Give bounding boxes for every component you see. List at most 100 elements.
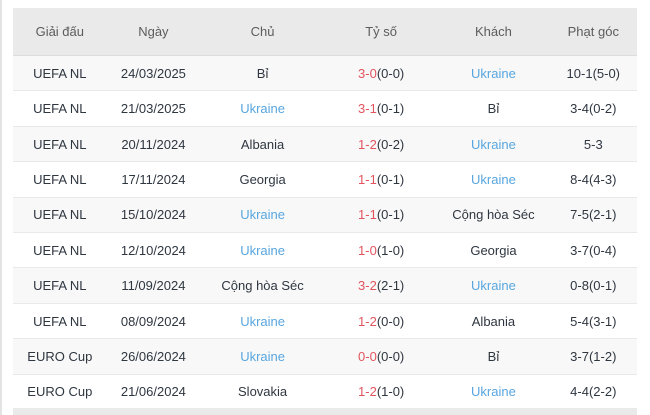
date-cell: 21/06/2024 bbox=[120, 384, 186, 400]
fulltime-score: 1-2 bbox=[358, 384, 377, 400]
league-cell: UEFA NL bbox=[33, 278, 87, 294]
corner-cell: 4-4(2-2) bbox=[570, 384, 617, 400]
corner-cell: 10-1(5-0) bbox=[566, 65, 621, 81]
score-cell: 1-0(1-0) bbox=[325, 243, 437, 258]
corner-cell: 3-7(1-2) bbox=[570, 348, 617, 364]
date-cell: 11/09/2024 bbox=[121, 278, 186, 294]
score-cell: 0-0(0-0) bbox=[325, 349, 437, 364]
away-team-cell[interactable]: Bỉ bbox=[487, 348, 500, 364]
home-team-cell[interactable]: Albania bbox=[240, 136, 285, 152]
fulltime-score: 3-2 bbox=[358, 278, 377, 294]
date-cell: 21/03/2025 bbox=[120, 101, 186, 117]
score-cell: 1-2(0-0) bbox=[325, 314, 437, 329]
page-left-edge bbox=[0, 0, 2, 415]
league-cell: EURO Cup bbox=[27, 348, 93, 364]
away-team-cell[interactable]: Albania bbox=[471, 313, 516, 329]
date-cell: 26/06/2024 bbox=[120, 348, 186, 364]
away-team-cell[interactable]: Ukraine bbox=[471, 136, 516, 152]
table-row: EURO Cup 26/06/2024 Ukraine 0-0(0-0) Bỉ … bbox=[13, 338, 637, 374]
table-header-row: Giải đấu Ngày Chủ Tỷ số Khách Phạt góc bbox=[13, 8, 637, 56]
league-cell: UEFA NL bbox=[33, 101, 87, 117]
corner-cell: 0-8(0-1) bbox=[570, 278, 617, 294]
score-cell: 1-1(0-1) bbox=[325, 207, 437, 222]
fulltime-score: 1-1 bbox=[358, 207, 377, 223]
corner-cell: 3-7(0-4) bbox=[570, 242, 617, 258]
score-cell: 3-0(0-0) bbox=[325, 66, 437, 81]
league-cell: UEFA NL bbox=[33, 136, 87, 152]
header-date: Ngày bbox=[138, 24, 169, 39]
date-cell: 08/09/2024 bbox=[120, 313, 186, 329]
score-cell: 1-2(1-0) bbox=[325, 384, 437, 399]
table-row: EURO Cup 21/06/2024 Slovakia 1-2(1-0) Uk… bbox=[13, 373, 637, 410]
table-row: UEFA NL 11/09/2024 Cộng hòa Séc 3-2(2-1)… bbox=[13, 267, 637, 303]
corner-cell: 3-4(0-2) bbox=[570, 101, 617, 117]
halftime-score: (0-2) bbox=[376, 136, 405, 152]
score-cell: 1-2(0-2) bbox=[325, 137, 437, 152]
halftime-score: (1-0) bbox=[376, 242, 405, 258]
halftime-score: (0-1) bbox=[376, 101, 405, 117]
header-score: Tỷ số bbox=[365, 24, 398, 39]
home-team-cell[interactable]: Georgia bbox=[239, 171, 286, 187]
home-team-cell[interactable]: Slovakia bbox=[238, 384, 288, 400]
date-cell: 15/10/2024 bbox=[120, 207, 186, 223]
away-team-cell[interactable]: Ukraine bbox=[471, 384, 516, 400]
league-cell: UEFA NL bbox=[33, 207, 87, 223]
header-away: Khách bbox=[475, 24, 512, 39]
corner-cell: 7-5(2-1) bbox=[570, 207, 617, 223]
date-cell: 20/11/2024 bbox=[121, 136, 186, 152]
away-team-cell[interactable]: Cộng hòa Séc bbox=[452, 207, 535, 223]
home-team-cell[interactable]: Cộng hòa Séc bbox=[221, 278, 304, 294]
table-row: UEFA NL 24/03/2025 Bỉ 3-0(0-0) Ukraine 1… bbox=[13, 56, 637, 91]
away-team-cell[interactable]: Bỉ bbox=[487, 101, 500, 117]
fulltime-score: 3-0 bbox=[358, 65, 377, 81]
date-cell: 12/10/2024 bbox=[120, 242, 186, 258]
league-cell: UEFA NL bbox=[33, 242, 87, 258]
score-cell: 1-1(0-1) bbox=[325, 172, 437, 187]
fulltime-score: 1-2 bbox=[358, 136, 377, 152]
league-cell: EURO Cup bbox=[27, 384, 93, 400]
home-team-cell[interactable]: Ukraine bbox=[240, 101, 285, 117]
date-cell: 24/03/2025 bbox=[120, 65, 186, 81]
table-row: UEFA NL 12/10/2024 Ukraine 1-0(1-0) Geor… bbox=[13, 232, 637, 268]
league-cell: UEFA NL bbox=[33, 313, 87, 329]
halftime-score: (0-0) bbox=[376, 348, 405, 364]
away-team-cell[interactable]: Ukraine bbox=[471, 278, 516, 294]
score-cell: 3-2(2-1) bbox=[325, 278, 437, 293]
header-home: Chủ bbox=[250, 24, 275, 39]
corner-cell: 8-4(4-3) bbox=[570, 171, 617, 187]
halftime-score: (0-1) bbox=[376, 171, 405, 187]
away-team-cell[interactable]: Georgia bbox=[470, 242, 517, 258]
home-team-cell[interactable]: Bỉ bbox=[256, 65, 269, 81]
league-cell: UEFA NL bbox=[33, 65, 87, 81]
table-row: UEFA NL 08/09/2024 Ukraine 1-2(0-0) Alba… bbox=[13, 302, 637, 339]
halftime-score: (2-1) bbox=[376, 278, 405, 294]
date-cell: 17/11/2024 bbox=[121, 171, 186, 187]
corner-cell: 5-3 bbox=[583, 136, 603, 152]
halftime-score: (1-0) bbox=[376, 384, 405, 400]
league-cell: UEFA NL bbox=[33, 171, 87, 187]
corner-cell: 5-4(3-1) bbox=[570, 313, 617, 329]
h2h-results-table: Giải đấu Ngày Chủ Tỷ số Khách Phạt góc U… bbox=[13, 8, 637, 410]
away-team-cell[interactable]: Ukraine bbox=[471, 65, 516, 81]
home-team-cell[interactable]: Ukraine bbox=[240, 207, 285, 223]
fulltime-score: 3-1 bbox=[358, 101, 377, 117]
away-team-cell[interactable]: Ukraine bbox=[471, 171, 516, 187]
fulltime-score: 0-0 bbox=[358, 348, 377, 364]
fulltime-score: 1-2 bbox=[358, 313, 377, 329]
fulltime-score: 1-1 bbox=[358, 171, 377, 187]
table-row: UEFA NL 21/03/2025 Ukraine 3-1(0-1) Bỉ 3… bbox=[13, 90, 637, 126]
header-corners: Phạt góc bbox=[567, 24, 619, 39]
halftime-score: (0-1) bbox=[376, 207, 405, 223]
home-team-cell[interactable]: Ukraine bbox=[240, 242, 285, 258]
next-section-header-strip bbox=[13, 408, 637, 415]
score-cell: 3-1(0-1) bbox=[325, 101, 437, 116]
home-team-cell[interactable]: Ukraine bbox=[240, 313, 285, 329]
halftime-score: (0-0) bbox=[376, 313, 405, 329]
header-league: Giải đấu bbox=[35, 24, 84, 39]
halftime-score: (0-0) bbox=[376, 65, 405, 81]
home-team-cell[interactable]: Ukraine bbox=[240, 348, 285, 364]
table-row: UEFA NL 17/11/2024 Georgia 1-1(0-1) Ukra… bbox=[13, 161, 637, 197]
table-row: UEFA NL 15/10/2024 Ukraine 1-1(0-1) Cộng… bbox=[13, 196, 637, 233]
fulltime-score: 1-0 bbox=[358, 242, 377, 258]
table-row: UEFA NL 20/11/2024 Albania 1-2(0-2) Ukra… bbox=[13, 125, 637, 162]
